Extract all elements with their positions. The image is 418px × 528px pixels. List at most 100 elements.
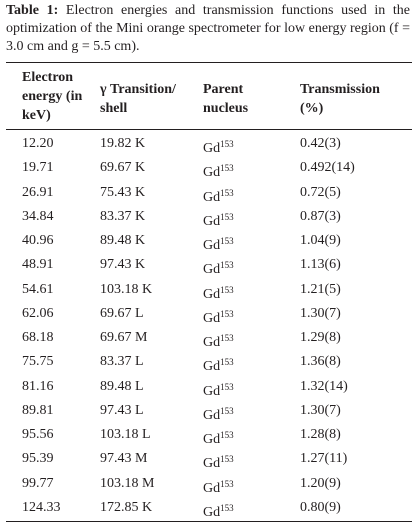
cell: 48.91 (22, 257, 54, 273)
cell: 172.85 K (100, 499, 153, 515)
cell: 19.71 (22, 160, 54, 176)
header: γ Transition/ shell (100, 82, 176, 116)
cell: 95.56 (22, 427, 54, 442)
cell: 83.37 L (100, 354, 144, 370)
cell: 1.21(5) (300, 281, 341, 297)
mass-number: 153 (220, 139, 234, 149)
cell: 0.42(3) (300, 136, 341, 151)
cell: 81.16 (22, 378, 54, 394)
cell: 89.81 (22, 402, 54, 418)
mass-number: 153 (220, 454, 234, 465)
mass-number: 153 (220, 260, 234, 271)
element: Gd (203, 262, 221, 278)
cell: Gd153 (203, 205, 234, 234)
header: Transmission (%) (300, 82, 380, 116)
cell: 0.80(9) (300, 499, 341, 515)
cell: 1.29(8) (300, 330, 341, 345)
cell: Gd153 (203, 399, 234, 428)
cell: 97.43 K (100, 257, 146, 273)
element: Gd (203, 189, 221, 205)
cell: Gd153 (203, 181, 234, 210)
cell: 0.492(14) (300, 160, 355, 176)
element: Gd (203, 238, 221, 253)
caption-text: Electron energies and transmission funct… (6, 3, 411, 54)
element: Gd (203, 480, 221, 496)
cell: Gd153 (203, 156, 234, 185)
cell: 124.33 (22, 499, 61, 515)
cell: 34.84 (22, 208, 54, 224)
mass-number: 153 (220, 163, 234, 174)
cell: 1.20(9) (300, 475, 341, 491)
cell: 1.32(14) (300, 378, 348, 394)
element: Gd (203, 213, 221, 229)
mass-number: 153 (220, 381, 234, 392)
mass-number: 153 (220, 502, 234, 513)
top-rule (6, 62, 412, 63)
bottom-rule (6, 521, 412, 522)
cell: 0.87(3) (300, 208, 341, 224)
mass-number: 153 (220, 333, 234, 343)
cell: 12.20 (22, 136, 54, 151)
cell: 69.67 M (100, 330, 148, 345)
cell: Gd153 (203, 278, 234, 307)
element: Gd (203, 165, 221, 181)
cell: 1.30(7) (300, 402, 341, 418)
mass-number: 153 (220, 357, 234, 368)
cell: 69.67 K (100, 160, 146, 176)
cell: 1.13(6) (300, 257, 341, 273)
cell: 62.06 (22, 305, 54, 321)
cell: Gd153 (203, 326, 234, 355)
cell: 1.30(7) (300, 305, 341, 321)
cell: 103.18 K (100, 281, 153, 297)
cell: 19.82 K (100, 136, 146, 151)
cell: 75.75 (22, 354, 54, 370)
cell: 1.27(11) (300, 451, 348, 467)
cell: 26.91 (22, 184, 54, 200)
cell: Gd153 (203, 253, 234, 282)
caption: Table 1: Electron energies and transmiss… (6, 2, 410, 56)
cell: 95.39 (22, 451, 54, 467)
cell: Gd153 (203, 472, 234, 501)
element: Gd (203, 407, 221, 423)
mass-number: 153 (220, 308, 234, 319)
element: Gd (203, 335, 221, 350)
cell: 0.72(5) (300, 184, 341, 200)
mass-number: 153 (220, 405, 234, 416)
cell: 99.77 (22, 475, 54, 491)
header: Electron energy (in keV) (22, 70, 83, 123)
cell: Gd153 (203, 132, 234, 161)
cell: Gd153 (203, 350, 234, 379)
cell: 97.43 L (100, 402, 144, 418)
cell: 1.04(9) (300, 233, 341, 248)
cell: 83.37 K (100, 208, 146, 224)
cell: 40.96 (22, 233, 54, 248)
cell: 89.48 L (100, 378, 144, 394)
element: Gd (203, 432, 221, 447)
cell: Gd153 (203, 375, 234, 404)
cell: 69.67 L (100, 305, 144, 321)
element: Gd (203, 383, 221, 399)
cell: Gd153 (203, 423, 234, 452)
cell: 75.43 K (100, 184, 146, 200)
mass-number: 153 (220, 211, 234, 222)
mass-number: 153 (220, 430, 234, 440)
mass-number: 153 (220, 478, 234, 489)
cell: Gd153 (203, 229, 234, 258)
element: Gd (203, 286, 221, 302)
element: Gd (203, 141, 221, 156)
mass-number: 153 (220, 187, 234, 198)
cell: 89.48 K (100, 233, 146, 248)
element: Gd (203, 359, 221, 375)
cell: 68.18 (22, 330, 54, 345)
cell: 97.43 M (100, 451, 148, 467)
cell: 103.18 M (100, 475, 155, 491)
element: Gd (203, 456, 221, 472)
element: Gd (203, 310, 221, 326)
header-rule (6, 129, 412, 130)
cell: Gd153 (203, 302, 234, 331)
cell: 103.18 L (100, 427, 151, 442)
cell: 54.61 (22, 281, 54, 297)
header: Parent nucleus (203, 82, 249, 116)
element: Gd (203, 504, 221, 520)
